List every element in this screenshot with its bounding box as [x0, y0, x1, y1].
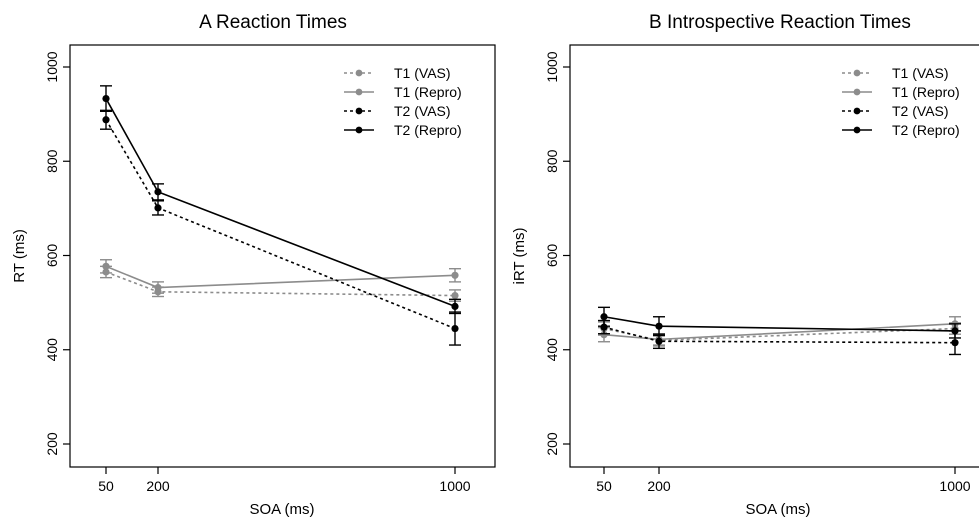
- panel-a-series-2-point: [102, 116, 110, 124]
- panel-b-x-axis-label: SOA (ms): [745, 501, 810, 518]
- panel-b-legend-0-marker: [853, 69, 861, 77]
- panel-b-legend-3-label: T2 (Repro): [892, 122, 960, 138]
- panel-b-y-tick-label: 1000: [544, 51, 560, 82]
- panel-a-series-1-point: [451, 271, 459, 279]
- panel-b-legend-3-marker: [853, 126, 861, 134]
- panel-a-series-1-point: [102, 262, 110, 270]
- panel-a-series-1-point: [154, 283, 162, 292]
- panel-a-legend-2-label: T2 (VAS): [394, 103, 451, 119]
- panel-a-x-tick-label: 200: [146, 478, 170, 494]
- panel-a-y-axis-label: RT (ms): [11, 229, 28, 283]
- panel-a: A Reaction Times 200 400 600 800 1000 50 200 10…: [11, 12, 496, 518]
- panel-b-series-1-point: [600, 331, 608, 339]
- panel-b-series-3-point: [951, 327, 959, 335]
- panel-a-series-3-point: [154, 188, 162, 196]
- panel-b-y-tick-label: 800: [544, 149, 560, 173]
- panel-a-legend-0-marker: [355, 69, 363, 77]
- panel-b-y-tick-label: 400: [544, 338, 560, 362]
- panel-b-plot: 200 400 600 800 1000 50 200 1000: [544, 44, 979, 494]
- panel-a-x-tick-label: 1000: [439, 478, 470, 494]
- panel-a-legend-3-label: T2 (Repro): [394, 122, 462, 138]
- panel-a-x-axis-label: SOA (ms): [249, 501, 314, 518]
- panel-a-series-3-point: [102, 94, 110, 103]
- panel-b-y-axis-label: iRT (ms): [511, 228, 528, 285]
- panel-a-legend-2-marker: [355, 107, 363, 115]
- panel-b-series-2-point: [951, 339, 959, 347]
- panel-b-y-tick-label: 600: [544, 244, 560, 268]
- panel-b-y-tick-label: 200: [544, 432, 560, 456]
- panel-b: B Introspective Reaction Times 200 400 600…: [511, 12, 979, 518]
- panel-a-plot: 200 400 600 800 1000 50 200 1000: [44, 44, 496, 494]
- panel-a-x-tick-label: 50: [98, 478, 114, 494]
- panel-b-legend-2-marker: [853, 107, 861, 115]
- panel-a-y-tick-label: 600: [44, 244, 60, 268]
- panel-b-x-tick-label: 200: [647, 478, 671, 494]
- panel-a-y-tick-label: 800: [44, 149, 60, 173]
- panel-b-legend: T1 (VAS) T1 (Repro) T2 (VAS) T2 (Repro): [842, 65, 960, 138]
- panel-a-legend-1-label: T1 (Repro): [394, 84, 462, 100]
- panel-a-series-3-point: [451, 302, 459, 310]
- panel-a-legend-1-marker: [355, 88, 363, 96]
- panel-b-series-2-point: [655, 337, 663, 345]
- panel-a-series-2-point: [451, 324, 459, 333]
- panel-a-y-tick-label: 400: [44, 338, 60, 362]
- panel-a-title: A Reaction Times: [199, 12, 347, 33]
- panel-b-series-3-point: [600, 313, 608, 321]
- panel-a-y-tick-label: 200: [44, 432, 60, 456]
- panel-b-x-tick-label: 1000: [939, 478, 970, 494]
- panel-a-series-2-point: [154, 204, 162, 212]
- panel-a-legend: T1 (VAS) T1 (Repro) T2 (VAS) T2 (Repro): [344, 65, 462, 138]
- panel-b-series-3-point: [655, 322, 663, 330]
- panel-b-x-tick-label: 50: [596, 478, 612, 494]
- panel-b-series-2-point: [600, 323, 608, 331]
- panel-a-y-tick-label: 1000: [44, 51, 60, 82]
- panel-b-legend-0-label: T1 (VAS): [892, 65, 949, 81]
- panel-b-legend-1-label: T1 (Repro): [892, 84, 960, 100]
- panel-b-legend-2-label: T2 (VAS): [892, 103, 949, 119]
- panel-b-legend-1-marker: [853, 88, 861, 96]
- panel-a-series-0-point: [451, 291, 459, 300]
- panel-a-legend-0-label: T1 (VAS): [394, 65, 451, 81]
- panel-b-title: B Introspective Reaction Times: [649, 12, 911, 33]
- panel-a-legend-3-marker: [355, 126, 363, 134]
